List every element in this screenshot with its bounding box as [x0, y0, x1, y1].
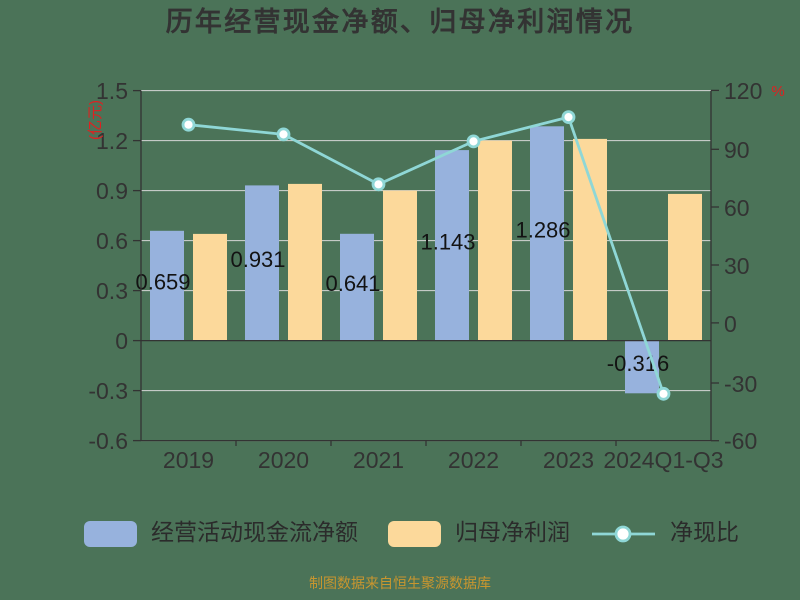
svg-text:2020: 2020	[258, 447, 309, 473]
svg-text:净现比: 净现比	[670, 519, 739, 545]
svg-text:0.659: 0.659	[135, 270, 190, 295]
svg-text:%: %	[771, 83, 784, 100]
svg-text:历年经营现金净额、归母净利润情况: 历年经营现金净额、归母净利润情况	[166, 6, 635, 37]
svg-text:(亿元): (亿元)	[87, 100, 104, 140]
svg-text:-0.316: -0.316	[607, 351, 669, 376]
svg-text:0: 0	[115, 328, 128, 354]
svg-text:0.9: 0.9	[96, 178, 128, 204]
svg-text:60: 60	[724, 195, 750, 221]
svg-text:-30: -30	[724, 371, 757, 397]
svg-text:0.6: 0.6	[96, 228, 128, 254]
svg-text:1.143: 1.143	[420, 229, 475, 254]
svg-text:2024Q1-Q3: 2024Q1-Q3	[603, 447, 723, 473]
svg-text:-0.3: -0.3	[88, 378, 128, 404]
svg-text:制图数据来自恒生聚源数据库: 制图数据来自恒生聚源数据库	[309, 575, 491, 591]
svg-text:0: 0	[724, 311, 737, 337]
svg-text:归母净利润: 归母净利润	[455, 519, 570, 545]
svg-text:1.286: 1.286	[515, 218, 570, 243]
svg-text:90: 90	[724, 137, 750, 163]
svg-text:2022: 2022	[448, 447, 499, 473]
svg-text:30: 30	[724, 253, 750, 279]
svg-text:-0.6: -0.6	[88, 428, 128, 454]
svg-text:0.641: 0.641	[325, 271, 380, 296]
svg-text:2019: 2019	[163, 447, 214, 473]
svg-text:2023: 2023	[543, 447, 594, 473]
svg-text:0.3: 0.3	[96, 278, 128, 304]
svg-text:2021: 2021	[353, 447, 404, 473]
svg-text:0.931: 0.931	[230, 247, 285, 272]
svg-text:120: 120	[724, 78, 762, 104]
svg-text:经营活动现金流净额: 经营活动现金流净额	[151, 519, 358, 545]
svg-text:-60: -60	[724, 428, 757, 454]
